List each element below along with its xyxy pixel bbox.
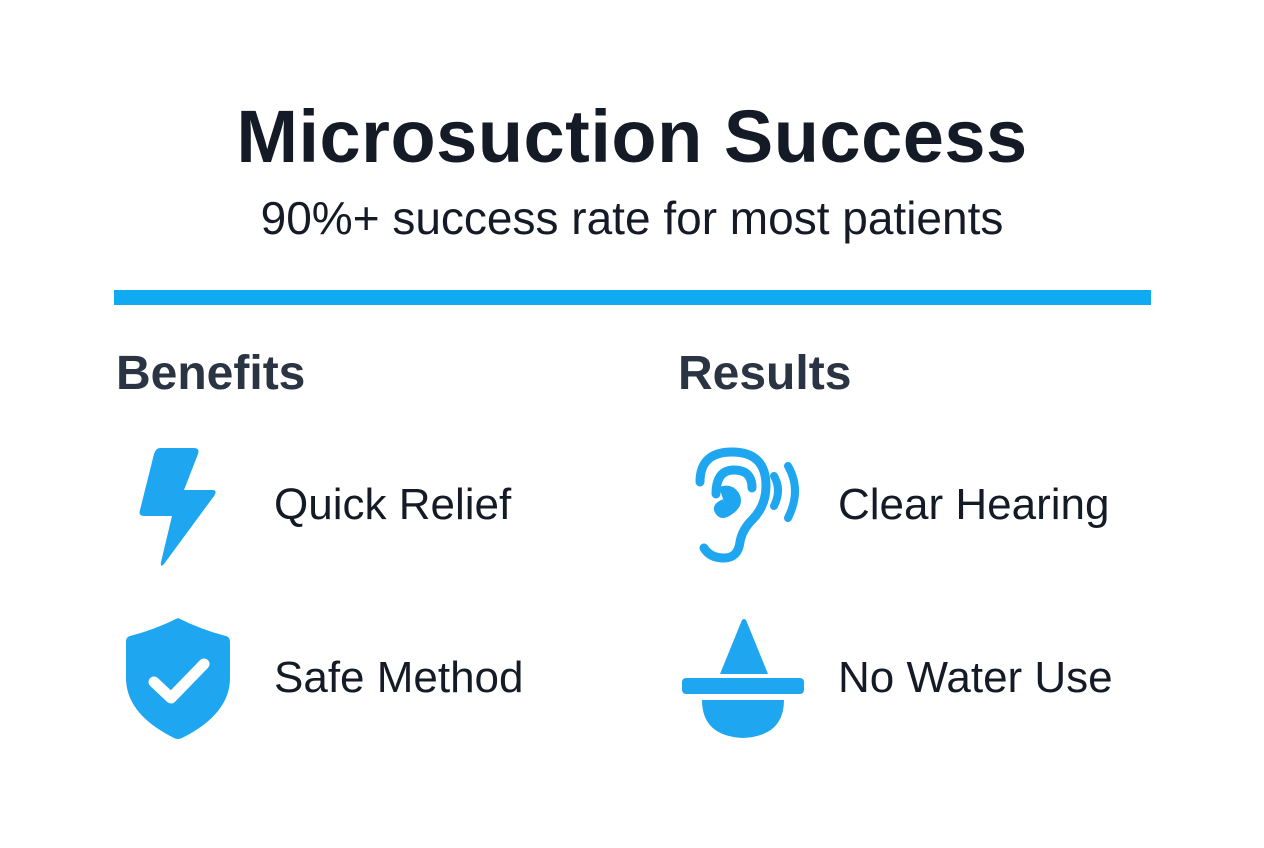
ear-sound-icon	[690, 446, 806, 566]
results-heading: Results	[678, 347, 852, 400]
page-title: Microsuction Success	[236, 95, 1028, 178]
water-drop-icon	[680, 614, 806, 740]
benefits-heading: Benefits	[116, 347, 306, 400]
page-subtitle: 90%+ success rate for most patients	[260, 192, 1004, 244]
lightning-bolt-icon	[134, 444, 220, 568]
accent-divider	[114, 290, 1151, 305]
benefit-label: Quick Relief	[274, 480, 512, 529]
result-label: Clear Hearing	[838, 480, 1110, 529]
shield-check-icon	[126, 616, 230, 740]
result-label: No Water Use	[838, 653, 1113, 702]
benefit-label: Safe Method	[274, 653, 524, 702]
